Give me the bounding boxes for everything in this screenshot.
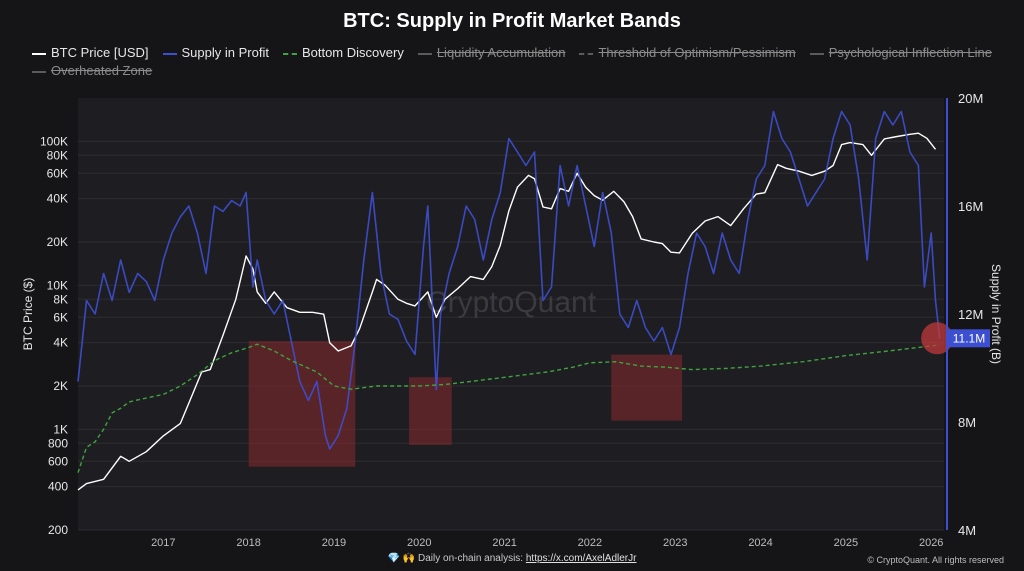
y-tick-label-left: 8K bbox=[53, 292, 68, 306]
bottom-zone bbox=[248, 341, 356, 467]
x-tick-label: 2022 bbox=[578, 537, 602, 549]
legend-label: Bottom Discovery bbox=[301, 45, 404, 60]
footer-icons: 💎 🙌 bbox=[387, 553, 416, 564]
legend-label: Threshold of Optimism/Pessimism bbox=[598, 45, 796, 60]
x-tick-label: 2023 bbox=[663, 537, 687, 549]
current-value-marker bbox=[921, 322, 954, 355]
legend-swatch bbox=[162, 52, 177, 55]
legend-swatch bbox=[282, 52, 297, 55]
y-tick-label-right: 12M bbox=[958, 307, 983, 322]
y-tick-label-right: 8M bbox=[958, 415, 976, 430]
y-tick-label-left: 2K bbox=[53, 379, 68, 393]
legend: BTC Price [USD] Supply in Profit Bottom Di… bbox=[32, 44, 1012, 80]
legend-item[interactable]: Liquidity Accumulation bbox=[417, 44, 566, 62]
legend-label: Overheated Zone bbox=[51, 63, 153, 78]
y-tick-label-left: 60K bbox=[47, 166, 68, 180]
y-tick-label-right: 20M bbox=[958, 91, 983, 106]
legend-item[interactable]: Overheated Zone bbox=[32, 62, 152, 80]
copyright: © CryptoQuant. All rights reserved bbox=[867, 555, 1004, 565]
x-tick-label: 2018 bbox=[236, 537, 260, 549]
y-axis-title-right: Supply in Profit (B) bbox=[989, 264, 1003, 364]
x-tick-label: 2024 bbox=[748, 537, 772, 549]
x-tick-label: 2026 bbox=[919, 537, 943, 549]
chart-title: BTC: Supply in Profit Market Bands bbox=[343, 10, 681, 32]
footer-note: 💎 🙌 Daily on-chain analysis: https://x.c… bbox=[0, 553, 1024, 564]
footer-note-text: Daily on-chain analysis: bbox=[418, 553, 524, 564]
legend-label: BTC Price [USD] bbox=[51, 45, 149, 60]
x-tick-label: 2021 bbox=[492, 537, 516, 549]
legend-swatch bbox=[579, 52, 594, 55]
legend-label: Supply in Profit bbox=[181, 45, 269, 60]
legend-item[interactable]: Supply in Profit bbox=[162, 44, 269, 62]
plot-background bbox=[78, 98, 944, 530]
y-tick-label-left: 80K bbox=[47, 148, 68, 162]
legend-swatch bbox=[32, 52, 46, 55]
y-tick-label-left: 1K bbox=[53, 422, 68, 436]
bottom-zone bbox=[611, 354, 683, 421]
y-tick-label-left: 20K bbox=[47, 235, 68, 249]
current-value-badge bbox=[948, 329, 990, 348]
y-tick-label-left: 10K bbox=[47, 278, 68, 292]
legend-label: Psychological Inflection Line bbox=[828, 45, 993, 60]
y-tick-label-right: 4M bbox=[958, 523, 976, 538]
legend-swatch bbox=[809, 52, 824, 55]
legend-swatch bbox=[32, 70, 46, 73]
legend-swatch bbox=[417, 52, 432, 55]
series-line bbox=[77, 343, 940, 473]
legend-item[interactable]: Psychological Inflection Line bbox=[809, 44, 993, 62]
legend-item[interactable]: Bottom Discovery bbox=[282, 44, 404, 62]
x-tick-label: 2025 bbox=[834, 537, 858, 549]
x-tick-label: 2020 bbox=[407, 537, 431, 549]
legend-item[interactable]: BTC Price [USD] bbox=[32, 44, 149, 62]
x-tick-label: 2019 bbox=[322, 537, 346, 549]
legend-label: Liquidity Accumulation bbox=[436, 45, 566, 60]
current-value-label: 11.1M bbox=[953, 331, 985, 345]
footer-link[interactable]: https://x.com/AxelAdlerJr bbox=[525, 553, 637, 564]
y-tick-label-right: 16M bbox=[958, 199, 983, 214]
x-tick-label: 2017 bbox=[151, 537, 175, 549]
y-tick-label-left: 200 bbox=[48, 523, 68, 537]
y-tick-label-left: 6K bbox=[53, 310, 68, 324]
y-tick-label-left: 400 bbox=[48, 480, 68, 494]
bottom-zone bbox=[409, 377, 452, 445]
y-tick-label-left: 100K bbox=[40, 134, 68, 148]
y-axis-title-left: BTC Price ($) bbox=[21, 278, 35, 351]
watermark: CryptoQuant bbox=[426, 286, 597, 319]
legend-item[interactable]: Threshold of Optimism/Pessimism bbox=[579, 44, 796, 62]
y-tick-label-left: 600 bbox=[48, 454, 68, 468]
series-line bbox=[77, 110, 941, 450]
y-tick-label-left: 800 bbox=[48, 436, 68, 450]
y-tick-label-left: 40K bbox=[47, 192, 68, 206]
y-tick-label-left: 4K bbox=[53, 336, 68, 350]
